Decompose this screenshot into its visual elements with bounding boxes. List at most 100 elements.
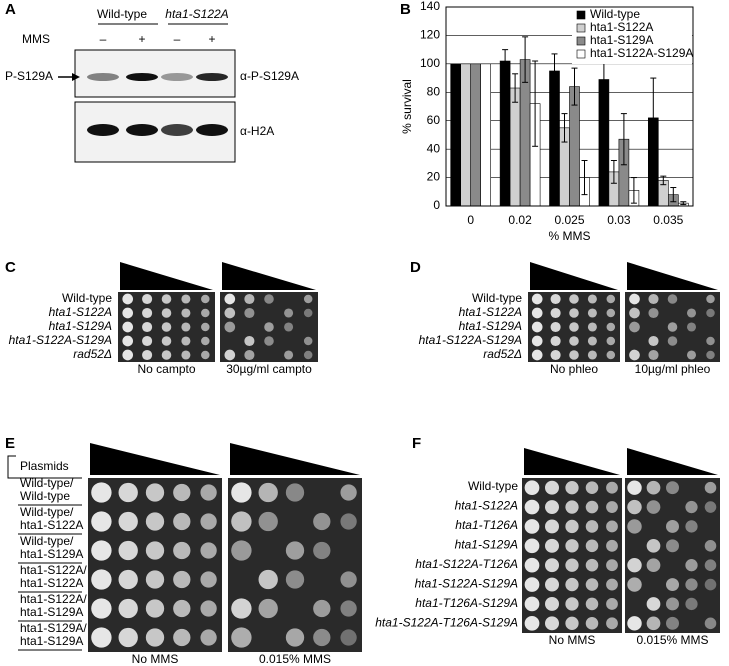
colony-spot: [606, 322, 616, 332]
colony-spot: [173, 512, 191, 531]
colony-spot: [606, 501, 618, 513]
colony-spot: [118, 540, 138, 561]
colony-spot: [118, 598, 138, 619]
bar: [598, 79, 610, 207]
colony-spot: [585, 500, 599, 514]
label: Wild-type/: [20, 534, 74, 548]
legend-swatch: [576, 23, 586, 33]
colony-spot: [91, 482, 112, 503]
colony-spot: [606, 336, 616, 346]
legend-entry: hta1-S122A-S129A: [590, 46, 693, 60]
colony-spot: [666, 481, 679, 495]
colony-spot: [550, 293, 561, 305]
colony-spot: [122, 307, 134, 319]
colony-spot: [284, 308, 294, 318]
colony-spot: [201, 308, 210, 318]
colony-spot: [704, 617, 717, 630]
colony-spot: [224, 293, 236, 305]
colony-spot: [706, 336, 715, 346]
colony-spot: [606, 294, 616, 304]
colony-spot: [569, 308, 579, 318]
bar: [549, 70, 560, 207]
label: MMS: [22, 32, 50, 46]
colony-spot: [181, 350, 191, 360]
colony-spot: [704, 481, 717, 494]
colony-spot: [629, 307, 640, 319]
colony-spot: [340, 513, 357, 530]
label: 10µg/ml phleo: [635, 362, 711, 376]
colony-spot: [201, 350, 210, 360]
label: +: [138, 32, 145, 46]
colony-spot: [585, 558, 599, 572]
colony-spot: [686, 322, 697, 332]
label: hta1-S122A/: [20, 592, 87, 606]
y-tick-label: 80: [427, 84, 441, 98]
colony-spot: [565, 616, 579, 630]
colony-spot: [145, 570, 165, 589]
legend-entry: Wild-type: [590, 7, 640, 21]
arrowhead: [72, 73, 80, 81]
colony-spot: [122, 335, 134, 347]
x-tick-label: 0.02: [508, 213, 532, 227]
label: hta1-S122A-S129A: [419, 333, 522, 347]
colony-spot: [545, 616, 559, 631]
colony-spot: [524, 538, 540, 554]
colony-spot: [313, 628, 331, 647]
colony-spot: [173, 628, 191, 647]
colony-spot: [200, 629, 217, 646]
x-axis-title: % MMS: [549, 229, 591, 243]
colony-spot: [648, 335, 659, 347]
colony-spot: [565, 539, 579, 553]
colony-spot: [666, 597, 679, 611]
x-tick-label: 0.025: [554, 213, 584, 227]
colony-spot: [606, 578, 618, 591]
label: hta1-S129A: [20, 605, 83, 619]
colony-spot: [224, 349, 236, 361]
y-tick-label: 100: [420, 56, 440, 70]
band: [126, 73, 158, 81]
colony-spot: [685, 578, 698, 591]
colony-spot: [545, 519, 559, 534]
colony-spot: [118, 627, 138, 648]
colony-spot: [646, 538, 661, 553]
colony-spot: [565, 481, 579, 495]
colony-spot: [285, 628, 305, 647]
colony-spot: [706, 308, 715, 318]
band: [196, 73, 228, 81]
colony-spot: [244, 307, 255, 319]
colony-spot: [569, 336, 579, 346]
band: [196, 124, 228, 136]
colony-spot: [122, 321, 134, 333]
band: [126, 124, 158, 136]
label: hta1-S122A-S129A: [415, 577, 518, 591]
y-tick-label: 20: [427, 170, 441, 184]
label: rad52Δ: [73, 347, 112, 361]
label: hta1-S122A-T126A-S129A: [375, 616, 518, 630]
label: hta1-S122A: [20, 518, 83, 532]
colony-spot: [646, 558, 661, 573]
colony-spot: [201, 322, 210, 332]
colony-spot: [704, 578, 717, 591]
colony-spot: [627, 616, 642, 631]
colony-spot: [201, 336, 210, 346]
colony-spot: [313, 541, 331, 560]
colony-spot: [545, 577, 559, 592]
label: hta1-S122A: [459, 305, 522, 319]
colony-spot: [685, 559, 698, 572]
colony-spot: [181, 322, 191, 332]
label: hta1-S122A-S129A: [9, 333, 112, 347]
colony-spot: [285, 483, 305, 502]
colony-spot: [200, 571, 217, 588]
x-tick-label: 0: [467, 213, 474, 227]
colony-spot: [531, 307, 543, 319]
colony-spot: [627, 480, 642, 495]
label: hta1-T126A: [455, 518, 518, 532]
colony-spot: [531, 321, 543, 333]
colony-spot: [224, 321, 236, 333]
colony-spot: [565, 597, 579, 611]
colony-spot: [161, 336, 172, 346]
colony-spot: [200, 484, 217, 501]
colony-spot: [606, 520, 618, 533]
colony-spot: [646, 480, 661, 495]
y-tick-label: 0: [433, 198, 440, 212]
